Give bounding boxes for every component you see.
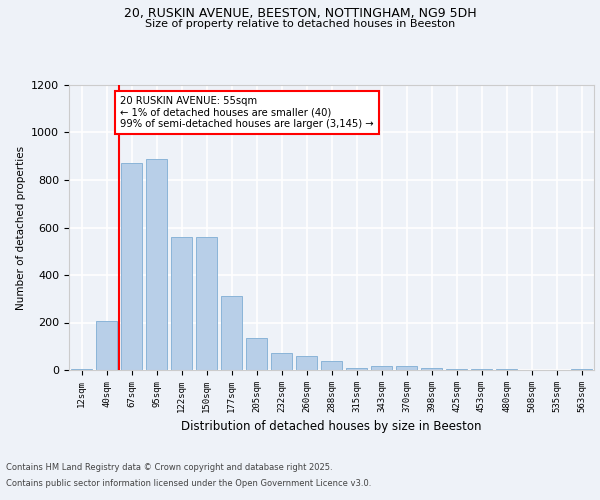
Bar: [196, 237, 217, 370]
Bar: [96, 322, 117, 370]
Bar: [146, 158, 167, 370]
Bar: [171, 237, 192, 370]
Text: Contains public sector information licensed under the Open Government Licence v3: Contains public sector information licen…: [6, 478, 371, 488]
Bar: [246, 338, 267, 370]
Bar: [346, 368, 367, 370]
Y-axis label: Number of detached properties: Number of detached properties: [16, 146, 26, 310]
Bar: [571, 369, 592, 370]
Text: Contains HM Land Registry data © Crown copyright and database right 2025.: Contains HM Land Registry data © Crown c…: [6, 464, 332, 472]
X-axis label: Distribution of detached houses by size in Beeston: Distribution of detached houses by size …: [181, 420, 482, 434]
Bar: [446, 369, 467, 370]
Bar: [71, 369, 92, 370]
Bar: [421, 368, 442, 370]
Text: 20 RUSKIN AVENUE: 55sqm
← 1% of detached houses are smaller (40)
99% of semi-det: 20 RUSKIN AVENUE: 55sqm ← 1% of detached…: [120, 96, 374, 129]
Bar: [371, 366, 392, 370]
Bar: [296, 356, 317, 370]
Bar: [221, 296, 242, 370]
Text: 20, RUSKIN AVENUE, BEESTON, NOTTINGHAM, NG9 5DH: 20, RUSKIN AVENUE, BEESTON, NOTTINGHAM, …: [124, 8, 476, 20]
Text: Size of property relative to detached houses in Beeston: Size of property relative to detached ho…: [145, 19, 455, 29]
Bar: [321, 360, 342, 370]
Bar: [396, 366, 417, 370]
Bar: [271, 354, 292, 370]
Bar: [471, 369, 492, 370]
Bar: [121, 164, 142, 370]
